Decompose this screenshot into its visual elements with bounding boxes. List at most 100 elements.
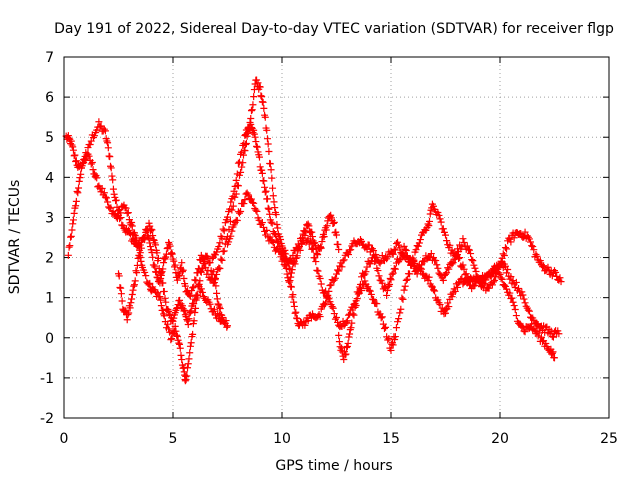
data-point xyxy=(448,293,456,301)
data-point xyxy=(347,246,355,254)
data-point xyxy=(176,271,184,279)
data-point xyxy=(257,92,265,100)
data-point xyxy=(410,256,418,264)
data-point xyxy=(448,260,456,268)
data-point xyxy=(175,339,183,347)
data-point xyxy=(208,254,216,262)
data-point xyxy=(556,274,564,282)
data-point xyxy=(389,269,397,277)
data-point xyxy=(204,266,212,274)
data-point xyxy=(344,251,352,259)
data-point xyxy=(500,251,508,259)
data-point xyxy=(288,266,296,274)
data-point xyxy=(286,277,294,285)
data-point xyxy=(198,254,206,262)
data-point xyxy=(276,248,284,256)
data-point xyxy=(326,282,334,290)
data-point xyxy=(195,265,203,273)
data-point xyxy=(444,299,452,307)
data-point xyxy=(184,320,192,328)
data-point xyxy=(503,245,511,253)
data-point xyxy=(557,278,565,286)
data-point xyxy=(210,305,218,313)
data-point xyxy=(293,315,301,323)
data-point xyxy=(287,283,295,291)
data-point xyxy=(149,236,157,244)
data-point xyxy=(232,176,240,184)
data-point xyxy=(392,324,400,332)
data-point xyxy=(471,264,479,272)
data-point xyxy=(343,317,351,325)
data-point xyxy=(459,261,467,269)
data-point xyxy=(66,242,74,250)
data-point xyxy=(377,314,385,322)
y-tick-label: 3 xyxy=(45,210,54,226)
data-point xyxy=(250,93,258,101)
data-point xyxy=(437,218,445,226)
data-point xyxy=(396,256,404,264)
data-point xyxy=(507,273,515,281)
data-point xyxy=(261,113,269,121)
data-point xyxy=(358,237,366,245)
data-point xyxy=(274,224,282,232)
data-point xyxy=(289,251,297,259)
data-point xyxy=(398,294,406,302)
data-point xyxy=(175,272,183,280)
y-tick-label: -1 xyxy=(40,371,54,387)
data-point xyxy=(331,274,339,282)
data-point xyxy=(335,246,343,254)
data-point xyxy=(173,304,181,312)
data-point xyxy=(329,304,337,312)
data-point xyxy=(133,261,141,269)
data-point xyxy=(128,222,136,230)
data-point xyxy=(343,342,351,350)
data-point xyxy=(192,304,200,312)
data-point xyxy=(432,257,440,265)
data-point xyxy=(225,238,233,246)
data-point xyxy=(240,200,248,208)
data-point xyxy=(382,323,390,331)
data-point xyxy=(527,238,535,246)
data-point xyxy=(235,158,243,166)
data-point xyxy=(464,277,472,285)
data-point xyxy=(395,315,403,323)
data-point xyxy=(386,274,394,282)
data-point xyxy=(370,296,378,304)
data-point xyxy=(160,287,168,295)
data-point xyxy=(189,330,197,338)
data-point xyxy=(387,346,395,354)
data-point xyxy=(110,190,118,198)
data-point xyxy=(459,235,467,243)
data-point xyxy=(86,140,94,148)
data-point xyxy=(118,297,126,305)
data-point xyxy=(180,274,188,282)
data-point xyxy=(219,225,227,233)
data-point xyxy=(69,220,77,228)
data-point xyxy=(507,238,515,246)
data-point xyxy=(213,289,221,297)
data-point xyxy=(256,163,264,171)
data-point xyxy=(442,309,449,317)
data-point xyxy=(210,279,218,287)
data-point xyxy=(143,227,151,235)
data-point xyxy=(486,271,494,279)
data-point xyxy=(394,318,402,326)
data-point xyxy=(482,276,490,284)
data-point xyxy=(250,126,258,134)
data-point xyxy=(160,259,168,267)
data-point xyxy=(70,152,78,160)
data-point xyxy=(198,288,206,296)
data-point xyxy=(344,339,352,347)
data-point xyxy=(501,244,509,252)
data-point xyxy=(101,127,109,135)
data-point xyxy=(129,286,137,294)
data-point xyxy=(146,243,154,251)
data-point xyxy=(431,287,439,295)
data-point xyxy=(333,231,340,239)
data-point xyxy=(154,289,162,297)
data-point xyxy=(434,208,442,216)
data-point xyxy=(491,277,499,284)
data-point xyxy=(263,226,271,234)
data-point xyxy=(252,206,260,214)
data-point xyxy=(399,295,407,303)
